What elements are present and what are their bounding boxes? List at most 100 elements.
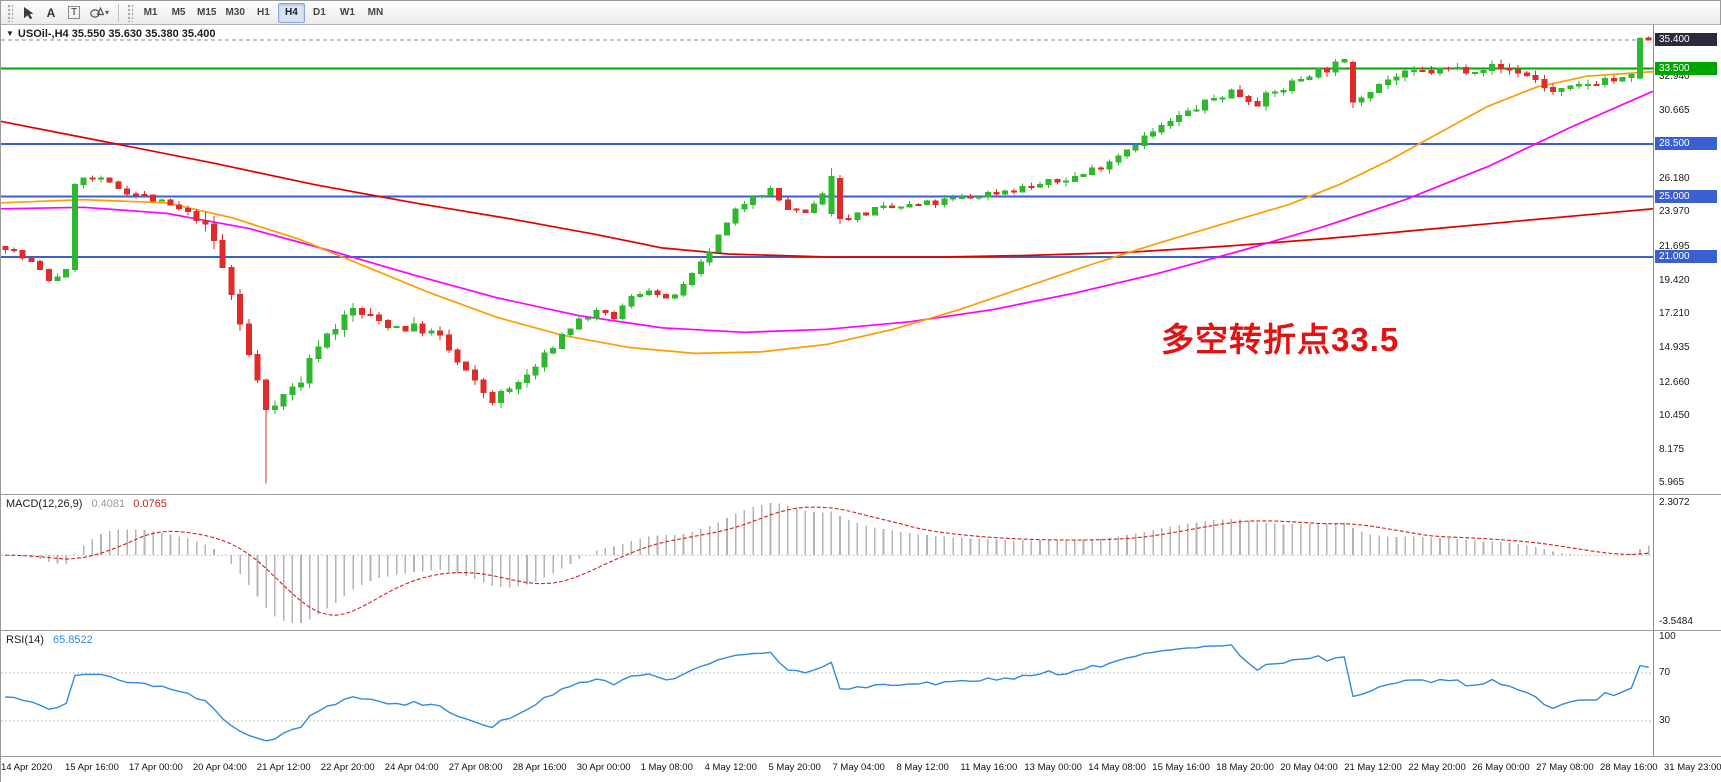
macd-signal-line[interactable]	[5, 506, 1649, 616]
price-badge-21.000: 21.000	[1655, 249, 1717, 263]
time-axis-label: 7 May 04:00	[832, 762, 885, 773]
text-tool-button[interactable]: T	[63, 3, 85, 23]
price-axis-label: 5.965	[1659, 477, 1685, 489]
arrow-text-tool-button[interactable]: A	[40, 3, 62, 23]
rsi-chart-canvas[interactable]	[1, 631, 1653, 757]
rsi-axis-label: 30	[1659, 715, 1671, 726]
price-axis-label: 32.940	[1659, 71, 1690, 83]
price-badge-35.400: 35.400	[1655, 33, 1717, 47]
chart-annotation: 多空转折点33.5	[1161, 321, 1400, 358]
time-axis-label: 11 May 16:00	[960, 762, 1018, 773]
time-axis-label: 15 Apr 16:00	[65, 762, 119, 773]
macd-histogram	[13, 503, 1650, 623]
timeframe-button-h1[interactable]: H1	[250, 3, 277, 23]
rsi-header: RSI(14) 65.8522	[6, 634, 93, 646]
time-axis-label: 5 May 20:00	[768, 762, 821, 773]
chart-title-text: USOil-,H4 35.550 35.630 35.380 35.400	[17, 28, 216, 40]
macd-axis[interactable]: 2.3072 -3.5484	[1653, 495, 1721, 630]
time-axis-label: 17 Apr 00:00	[128, 762, 183, 773]
timeframe-group: M1 M5 M15 M30 H1 H4 D1 W1 MN	[137, 2, 389, 23]
time-axis-label: 31 May 23:00	[1664, 762, 1721, 773]
time-axis-label: 18 May 20:00	[1216, 762, 1274, 773]
text-tool-label: T	[67, 6, 81, 19]
price-axis[interactable]: 32.940 30.665 26.180 23.970 21.695 19.420 17.2…	[1653, 25, 1721, 494]
price-axis-label: 17.210	[1659, 308, 1690, 320]
macd-chart-canvas[interactable]	[1, 495, 1653, 631]
price-badge-25.000: 25.000	[1655, 189, 1717, 203]
time-axis-label: 14 May 08:00	[1088, 762, 1146, 773]
candlestick-chart-canvas[interactable]	[1, 25, 1653, 495]
rsi-line[interactable]	[5, 644, 1649, 742]
price-axis-label: 19.420	[1659, 274, 1690, 286]
rsi-axis-label: 100	[1659, 631, 1676, 642]
chart-title: ▼ USOil-,H4 35.550 35.630 35.380 35.400	[6, 28, 215, 40]
main-chart-panel: ▼ USOil-,H4 35.550 35.630 35.380 35.400 多…	[1, 25, 1721, 495]
timeframe-button-m15[interactable]: M15	[193, 3, 220, 23]
symbol-dropdown-icon[interactable]: ▼	[6, 29, 14, 38]
ma-fast-orange-line[interactable]	[1, 70, 1653, 355]
price-badge-28.500: 28.500	[1655, 137, 1717, 150]
timeframe-button-d1[interactable]: D1	[306, 3, 333, 23]
shapes-icon	[90, 6, 104, 18]
time-axis-label: 24 Apr 04:00	[384, 762, 439, 773]
time-axis[interactable]: 14 Apr 2020 15 Apr 16:00 17 Apr 00:00 20 Ap…	[1, 757, 1721, 782]
macd-signal-value: 0.0765	[133, 498, 167, 510]
time-axis-label: 27 May 08:00	[1536, 762, 1594, 773]
time-axis-label: 26 May 00:00	[1472, 762, 1530, 773]
arrow-text-label: A	[46, 5, 56, 20]
macd-header: MACD(12,26,9) 0.4081 0.0765	[6, 498, 167, 510]
timeframe-button-m30[interactable]: M30	[221, 3, 248, 23]
price-axis-label: 21.695	[1659, 240, 1690, 252]
time-axis-label: 27 Apr 08:00	[448, 762, 503, 773]
price-badge-33.500: 33.500	[1655, 61, 1717, 75]
price-axis-label: 30.665	[1659, 105, 1690, 117]
time-axis-label: 22 Apr 20:00	[320, 762, 375, 773]
shapes-tool-button[interactable]: ▾	[86, 3, 113, 23]
timeframe-button-w1[interactable]: W1	[334, 3, 361, 23]
time-axis-label: 28 Apr 16:00	[512, 762, 567, 773]
time-axis-label: 13 May 00:00	[1024, 762, 1082, 773]
time-axis-label: 21 Apr 12:00	[256, 762, 311, 773]
macd-axis-max: 2.3072	[1659, 497, 1690, 508]
timeframe-button-mn[interactable]: MN	[362, 3, 389, 23]
toolbar-grip[interactable]	[7, 3, 13, 22]
rsi-axis[interactable]: 100 70 30	[1653, 631, 1721, 756]
time-axis-label: 22 May 20:00	[1408, 762, 1466, 773]
time-axis-label: 8 May 12:00	[896, 762, 949, 773]
price-axis-label: 14.935	[1659, 342, 1690, 354]
ma-mid-magenta-line[interactable]	[1, 90, 1653, 334]
time-axis-label: 15 May 16:00	[1152, 762, 1210, 773]
macd-main-value: 0.4081	[91, 498, 126, 510]
timeframe-button-m5[interactable]: M5	[165, 3, 192, 23]
bear-candles	[2, 36, 1652, 484]
rsi-label: RSI(14)	[6, 634, 44, 646]
rsi-panel: RSI(14) 65.8522 100 70 30	[1, 631, 1721, 757]
toolbar-grip[interactable]	[127, 3, 134, 22]
bull-candles	[54, 37, 1643, 415]
time-axis-label: 14 Apr 2020	[1, 762, 53, 773]
cursor-icon	[23, 6, 33, 19]
time-axis-label: 30 Apr 00:00	[576, 762, 631, 773]
toolbar: A T ▾ M1 M5 M15 M30 H1 H4 D1 W1 MN	[1, 1, 1720, 25]
macd-axis-min: -3.5484	[1659, 616, 1693, 627]
rsi-axis-label: 70	[1659, 667, 1671, 678]
rsi-value: 65.8522	[52, 634, 93, 646]
price-axis-label: 10.450	[1659, 409, 1690, 421]
time-axis-label: 21 May 12:00	[1344, 762, 1402, 773]
time-axis-label: 28 May 16:00	[1600, 762, 1658, 773]
price-axis-label: 23.970	[1659, 206, 1690, 218]
timeframe-button-m1[interactable]: M1	[137, 3, 164, 23]
time-axis-label: 1 May 08:00	[640, 762, 693, 773]
ma-slow-red-line[interactable]	[1, 120, 1653, 258]
time-axis-label: 20 Apr 04:00	[192, 762, 247, 773]
cursor-tool-button[interactable]	[17, 3, 39, 23]
time-axis-label: 4 May 12:00	[704, 762, 757, 773]
price-axis-label: 12.660	[1659, 376, 1690, 388]
timeframe-button-h4[interactable]: H4	[277, 2, 305, 23]
time-axis-label: 20 May 04:00	[1280, 762, 1338, 773]
price-axis-label: 8.175	[1659, 444, 1685, 456]
macd-panel: MACD(12,26,9) 0.4081 0.0765 2.3072 -3.54…	[1, 495, 1721, 631]
macd-label: MACD(12,26,9)	[6, 498, 83, 510]
chevron-down-icon: ▾	[105, 8, 110, 17]
